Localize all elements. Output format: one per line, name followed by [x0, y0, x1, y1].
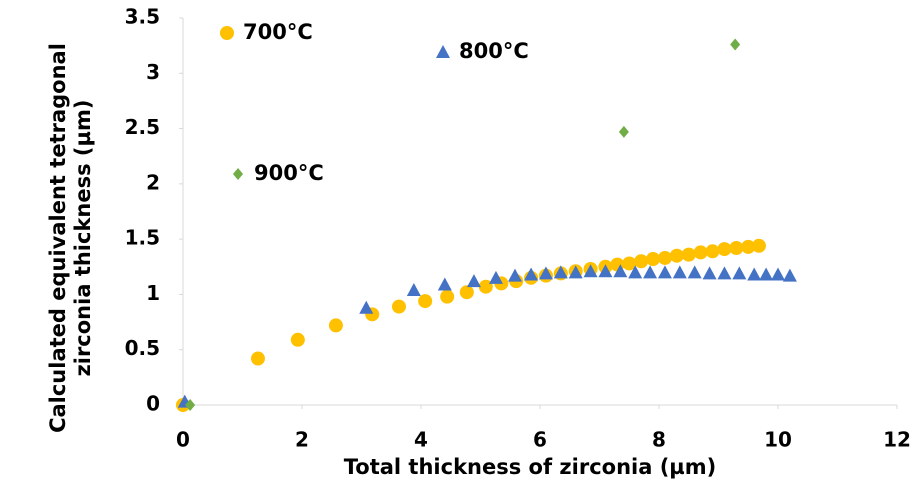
point: [657, 250, 672, 265]
point: [568, 265, 583, 279]
point: [406, 283, 421, 297]
x-tick-label: 0: [176, 428, 190, 452]
legend-label: 800°C: [459, 39, 529, 63]
point: [508, 268, 523, 282]
x-tick-label: 12: [883, 428, 911, 452]
point: [771, 267, 785, 281]
point: [782, 268, 797, 282]
point: [440, 289, 455, 304]
x-tick-label: 8: [652, 428, 666, 452]
point: [634, 254, 649, 269]
point: [759, 267, 774, 281]
point: [657, 265, 672, 279]
point: [613, 264, 628, 278]
point: [524, 267, 539, 281]
y-tick-label: 1.5: [125, 226, 160, 250]
point: [717, 266, 732, 280]
point: [669, 248, 684, 263]
y-tick-label: 1: [146, 281, 160, 305]
y-tick-label: 3: [146, 60, 160, 84]
point: [751, 238, 766, 253]
point: [583, 264, 598, 278]
legend-label: 900°C: [254, 161, 324, 185]
point: [459, 285, 474, 300]
point: [693, 245, 708, 260]
legend-marker: [436, 45, 450, 58]
x-tick-label: 2: [295, 428, 309, 452]
point: [730, 38, 741, 51]
point: [729, 240, 744, 255]
y-tick-label: 0: [146, 392, 160, 416]
x-axis-title: Total thickness of zirconia (µm): [344, 455, 716, 479]
point: [622, 256, 637, 271]
point: [185, 399, 196, 411]
legend-label: 700°C: [243, 20, 313, 44]
point: [702, 266, 717, 280]
point: [328, 318, 343, 333]
x-tick-label: 6: [533, 428, 547, 452]
legend-marker: [233, 168, 243, 180]
legend-marker: [220, 26, 234, 40]
point: [687, 265, 702, 279]
y-tick-label: 3.5: [125, 5, 160, 29]
point: [646, 252, 661, 267]
point: [672, 265, 687, 279]
point: [290, 332, 305, 347]
point: [538, 266, 553, 280]
point: [359, 300, 374, 314]
point: [250, 351, 265, 366]
x-tick-label: 10: [764, 428, 792, 452]
point: [488, 270, 503, 284]
point: [681, 247, 696, 262]
point: [466, 274, 481, 288]
point: [418, 294, 433, 309]
point: [747, 267, 762, 281]
point: [705, 244, 720, 259]
point: [598, 264, 613, 278]
y-tick-label: 0.5: [125, 336, 160, 360]
x-tick-label: 4: [414, 428, 428, 452]
point: [391, 299, 406, 314]
y-tick-label: 2.5: [125, 115, 160, 139]
point: [553, 265, 568, 279]
point: [437, 277, 452, 291]
y-tick-label: 2: [146, 170, 160, 194]
y-axis-title: Calculated equivalent tetragonal zirconi…: [46, 43, 95, 433]
point: [741, 239, 756, 254]
point: [628, 265, 643, 279]
point: [732, 266, 747, 280]
point: [643, 265, 658, 279]
point: [717, 242, 732, 257]
point: [618, 125, 629, 138]
